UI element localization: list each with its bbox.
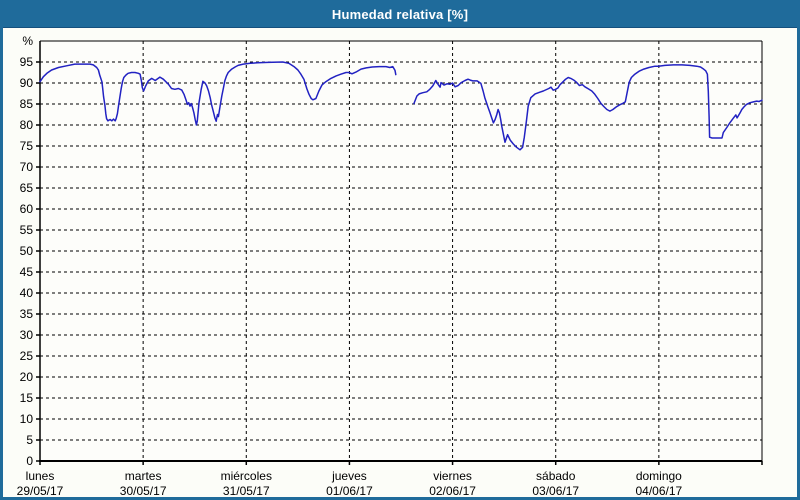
svg-text:30: 30	[20, 328, 34, 342]
svg-text:40: 40	[20, 286, 34, 300]
svg-text:03/06/17: 03/06/17	[532, 484, 579, 497]
svg-text:5: 5	[26, 433, 33, 447]
svg-text:lunes: lunes	[26, 469, 55, 483]
chart-container: 0 5 10 15 20 25 30 35 40 45 50 55 60 65 70 75 80 85 90 95% l…	[3, 28, 797, 497]
humidity-chart: 0 5 10 15 20 25 30 35 40 45 50 55 60 65 70 75 80 85 90 95% l…	[17, 34, 763, 497]
axis-ticks	[36, 61, 763, 465]
svg-text:0: 0	[26, 454, 33, 468]
title-bar: Humedad relativa [%]	[3, 3, 797, 28]
chart-title: Humedad relativa [%]	[331, 7, 469, 22]
svg-text:domingo: domingo	[636, 469, 682, 483]
svg-text:55: 55	[20, 223, 34, 237]
svg-text:50: 50	[20, 244, 34, 258]
svg-text:75: 75	[20, 139, 34, 153]
svg-text:%: %	[22, 34, 33, 48]
svg-text:29/05/17: 29/05/17	[17, 484, 64, 497]
svg-text:31/05/17: 31/05/17	[223, 484, 270, 497]
svg-text:jueves: jueves	[331, 469, 367, 483]
svg-text:70: 70	[20, 160, 34, 174]
svg-text:20: 20	[20, 370, 34, 384]
svg-text:miércoles: miércoles	[221, 469, 272, 483]
svg-text:85: 85	[20, 97, 34, 111]
svg-text:martes: martes	[125, 469, 162, 483]
svg-text:25: 25	[20, 349, 34, 363]
svg-text:10: 10	[20, 412, 34, 426]
y-gridlines	[40, 61, 762, 441]
svg-text:60: 60	[20, 202, 34, 216]
svg-text:viernes: viernes	[433, 469, 472, 483]
svg-text:95: 95	[20, 55, 34, 69]
svg-text:35: 35	[20, 307, 34, 321]
svg-text:90: 90	[20, 76, 34, 90]
y-axis-labels: 0 5 10 15 20 25 30 35 40 45 50 55 60 65 70 75 80 85 90 95%	[20, 34, 34, 468]
svg-text:02/06/17: 02/06/17	[429, 484, 476, 497]
svg-text:65: 65	[20, 181, 34, 195]
svg-text:45: 45	[20, 265, 34, 279]
x-gridlines	[142, 41, 660, 461]
humidity-line	[39, 61, 763, 151]
svg-text:80: 80	[20, 118, 34, 132]
svg-text:15: 15	[20, 391, 34, 405]
svg-text:04/06/17: 04/06/17	[635, 484, 682, 497]
svg-text:sábado: sábado	[536, 469, 576, 483]
svg-text:01/06/17: 01/06/17	[326, 484, 373, 497]
svg-text:30/05/17: 30/05/17	[120, 484, 167, 497]
